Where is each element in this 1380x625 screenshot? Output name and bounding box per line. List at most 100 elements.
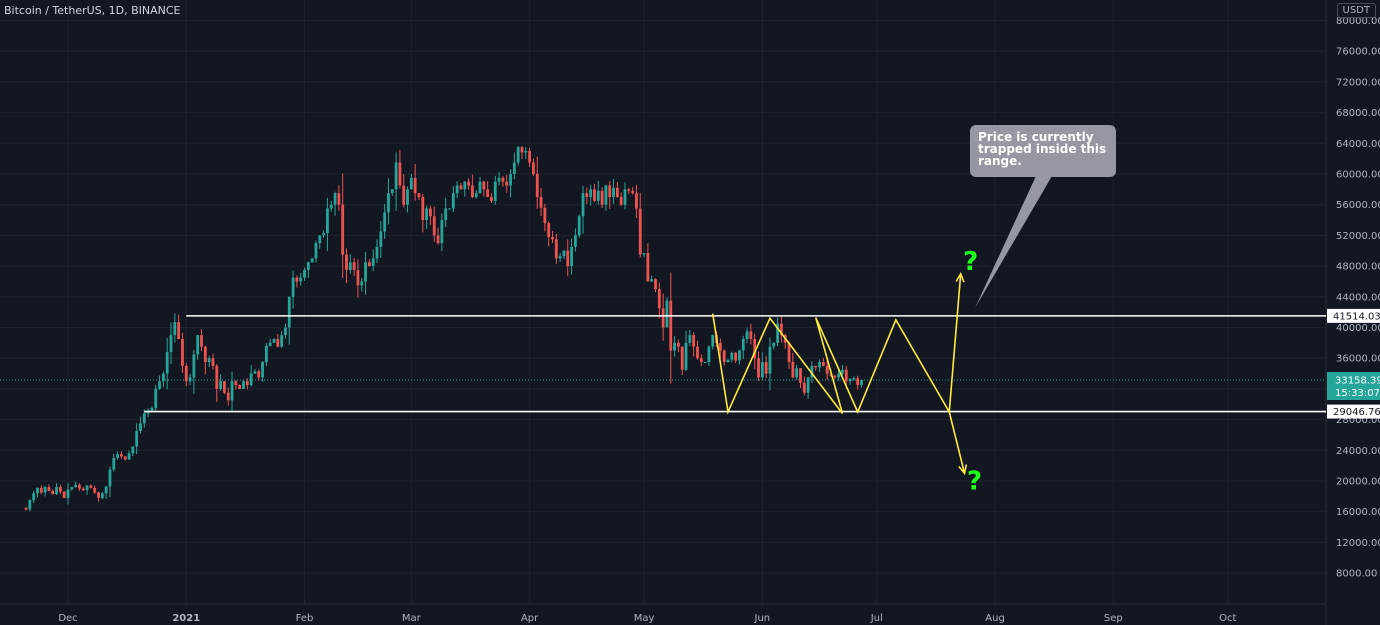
candle-body [276, 339, 280, 347]
candle-body [448, 208, 451, 210]
candle-body [696, 346, 699, 359]
x-tick-label: Oct [1219, 613, 1236, 624]
candle-body [375, 246, 379, 259]
candle-body [554, 239, 558, 259]
candle-body [814, 365, 818, 368]
candle-body [451, 193, 455, 209]
candle-body [131, 446, 135, 454]
x-tick-label: 2021 [172, 613, 200, 624]
candle-body [841, 369, 844, 374]
level-tag-label: 29046.76 [1333, 407, 1380, 418]
candle-body [573, 235, 577, 247]
candle-body [142, 413, 146, 424]
candle-body [284, 327, 287, 336]
candle-body [459, 185, 463, 190]
candle-body [291, 277, 295, 297]
currency-badge[interactable]: USDT [1336, 3, 1376, 18]
candle-body [295, 277, 299, 282]
time-axis[interactable]: Dec 2021 Feb Mar Apr May Jun Jul Aug Sep Oct [58, 613, 1236, 624]
candle-body [474, 193, 478, 198]
candle-body [257, 371, 261, 378]
candle-body [268, 342, 272, 346]
candle-body [406, 189, 409, 205]
candle-body [356, 269, 360, 286]
candle-body [444, 208, 448, 221]
candle-body [108, 469, 112, 487]
candle-body [711, 335, 715, 347]
x-tick-label: Aug [985, 613, 1005, 624]
candle-body [772, 342, 776, 347]
candle-body [623, 189, 627, 205]
candle-body [532, 162, 535, 174]
candle-body [402, 185, 406, 205]
annotation-callout[interactable]: Price is currently trapped inside this r… [970, 125, 1116, 177]
candle-body [650, 279, 654, 282]
candle-body [482, 181, 486, 190]
candle-body [333, 193, 337, 205]
candle-body [62, 491, 66, 498]
zigzag-drawing[interactable]: ?? [711, 176, 1052, 496]
y-tick-label: 28000.00 [1336, 415, 1380, 426]
candle-body [341, 204, 345, 255]
candle-body [383, 212, 387, 232]
candle-body [520, 147, 524, 153]
candle-body [318, 235, 322, 244]
candle-body [123, 456, 127, 460]
candle-body [379, 231, 383, 247]
level-tag [1327, 308, 1380, 323]
candle-body [463, 181, 467, 190]
candle-body [264, 345, 268, 363]
candle-body [493, 181, 497, 201]
candle-body [226, 392, 230, 401]
price-axis[interactable]: 80000.00 76000.00 72000.00 68000.00 64000.00… [1336, 16, 1380, 580]
candle-body [287, 296, 291, 328]
candle-body [66, 489, 70, 498]
candle-body [32, 493, 36, 501]
candle-body [219, 381, 222, 389]
candle-body [161, 373, 165, 382]
y-tick-label: 36000.00 [1336, 354, 1380, 365]
candle-body [272, 339, 276, 343]
candle-body [207, 358, 211, 363]
candle-body [627, 189, 631, 191]
candle-body [303, 269, 306, 278]
candle-body [390, 189, 394, 194]
candle-body [184, 365, 188, 382]
candle-body [135, 431, 139, 447]
candle-body [604, 185, 608, 205]
candle-body [234, 381, 238, 386]
candle-body [657, 289, 661, 309]
candle-body [81, 488, 85, 491]
x-tick-label: Jul [870, 613, 883, 624]
candle-body [753, 339, 757, 359]
candle-body [74, 484, 78, 488]
candle-body [509, 174, 512, 186]
candle-body [261, 362, 264, 378]
candle-body [585, 193, 589, 198]
candle-body [726, 359, 730, 363]
x-tick-label: Jun [754, 613, 771, 624]
y-tick-label: 60000.00 [1336, 170, 1380, 181]
candle-body [749, 331, 753, 340]
candle-body [677, 342, 680, 347]
y-tick-label: 40000.00 [1336, 323, 1380, 334]
candle-body [543, 207, 547, 224]
candle-body [631, 190, 635, 194]
range-levels[interactable] [144, 315, 1326, 413]
candle-body [718, 342, 722, 351]
candle-body [821, 362, 825, 366]
candle-body [78, 484, 81, 489]
x-tick-label: May [634, 613, 655, 624]
candle-body [173, 322, 177, 336]
y-tick-label: 48000.00 [1336, 262, 1380, 273]
candle-body [348, 262, 352, 270]
candle-body [703, 362, 707, 364]
candle-body [200, 335, 203, 347]
candle-series [24, 145, 863, 512]
candle-body [612, 187, 615, 198]
candle-body [665, 300, 669, 328]
down-arrow-head [958, 464, 968, 476]
x-tick-label: Sep [1104, 613, 1123, 624]
candle-body [757, 358, 760, 378]
